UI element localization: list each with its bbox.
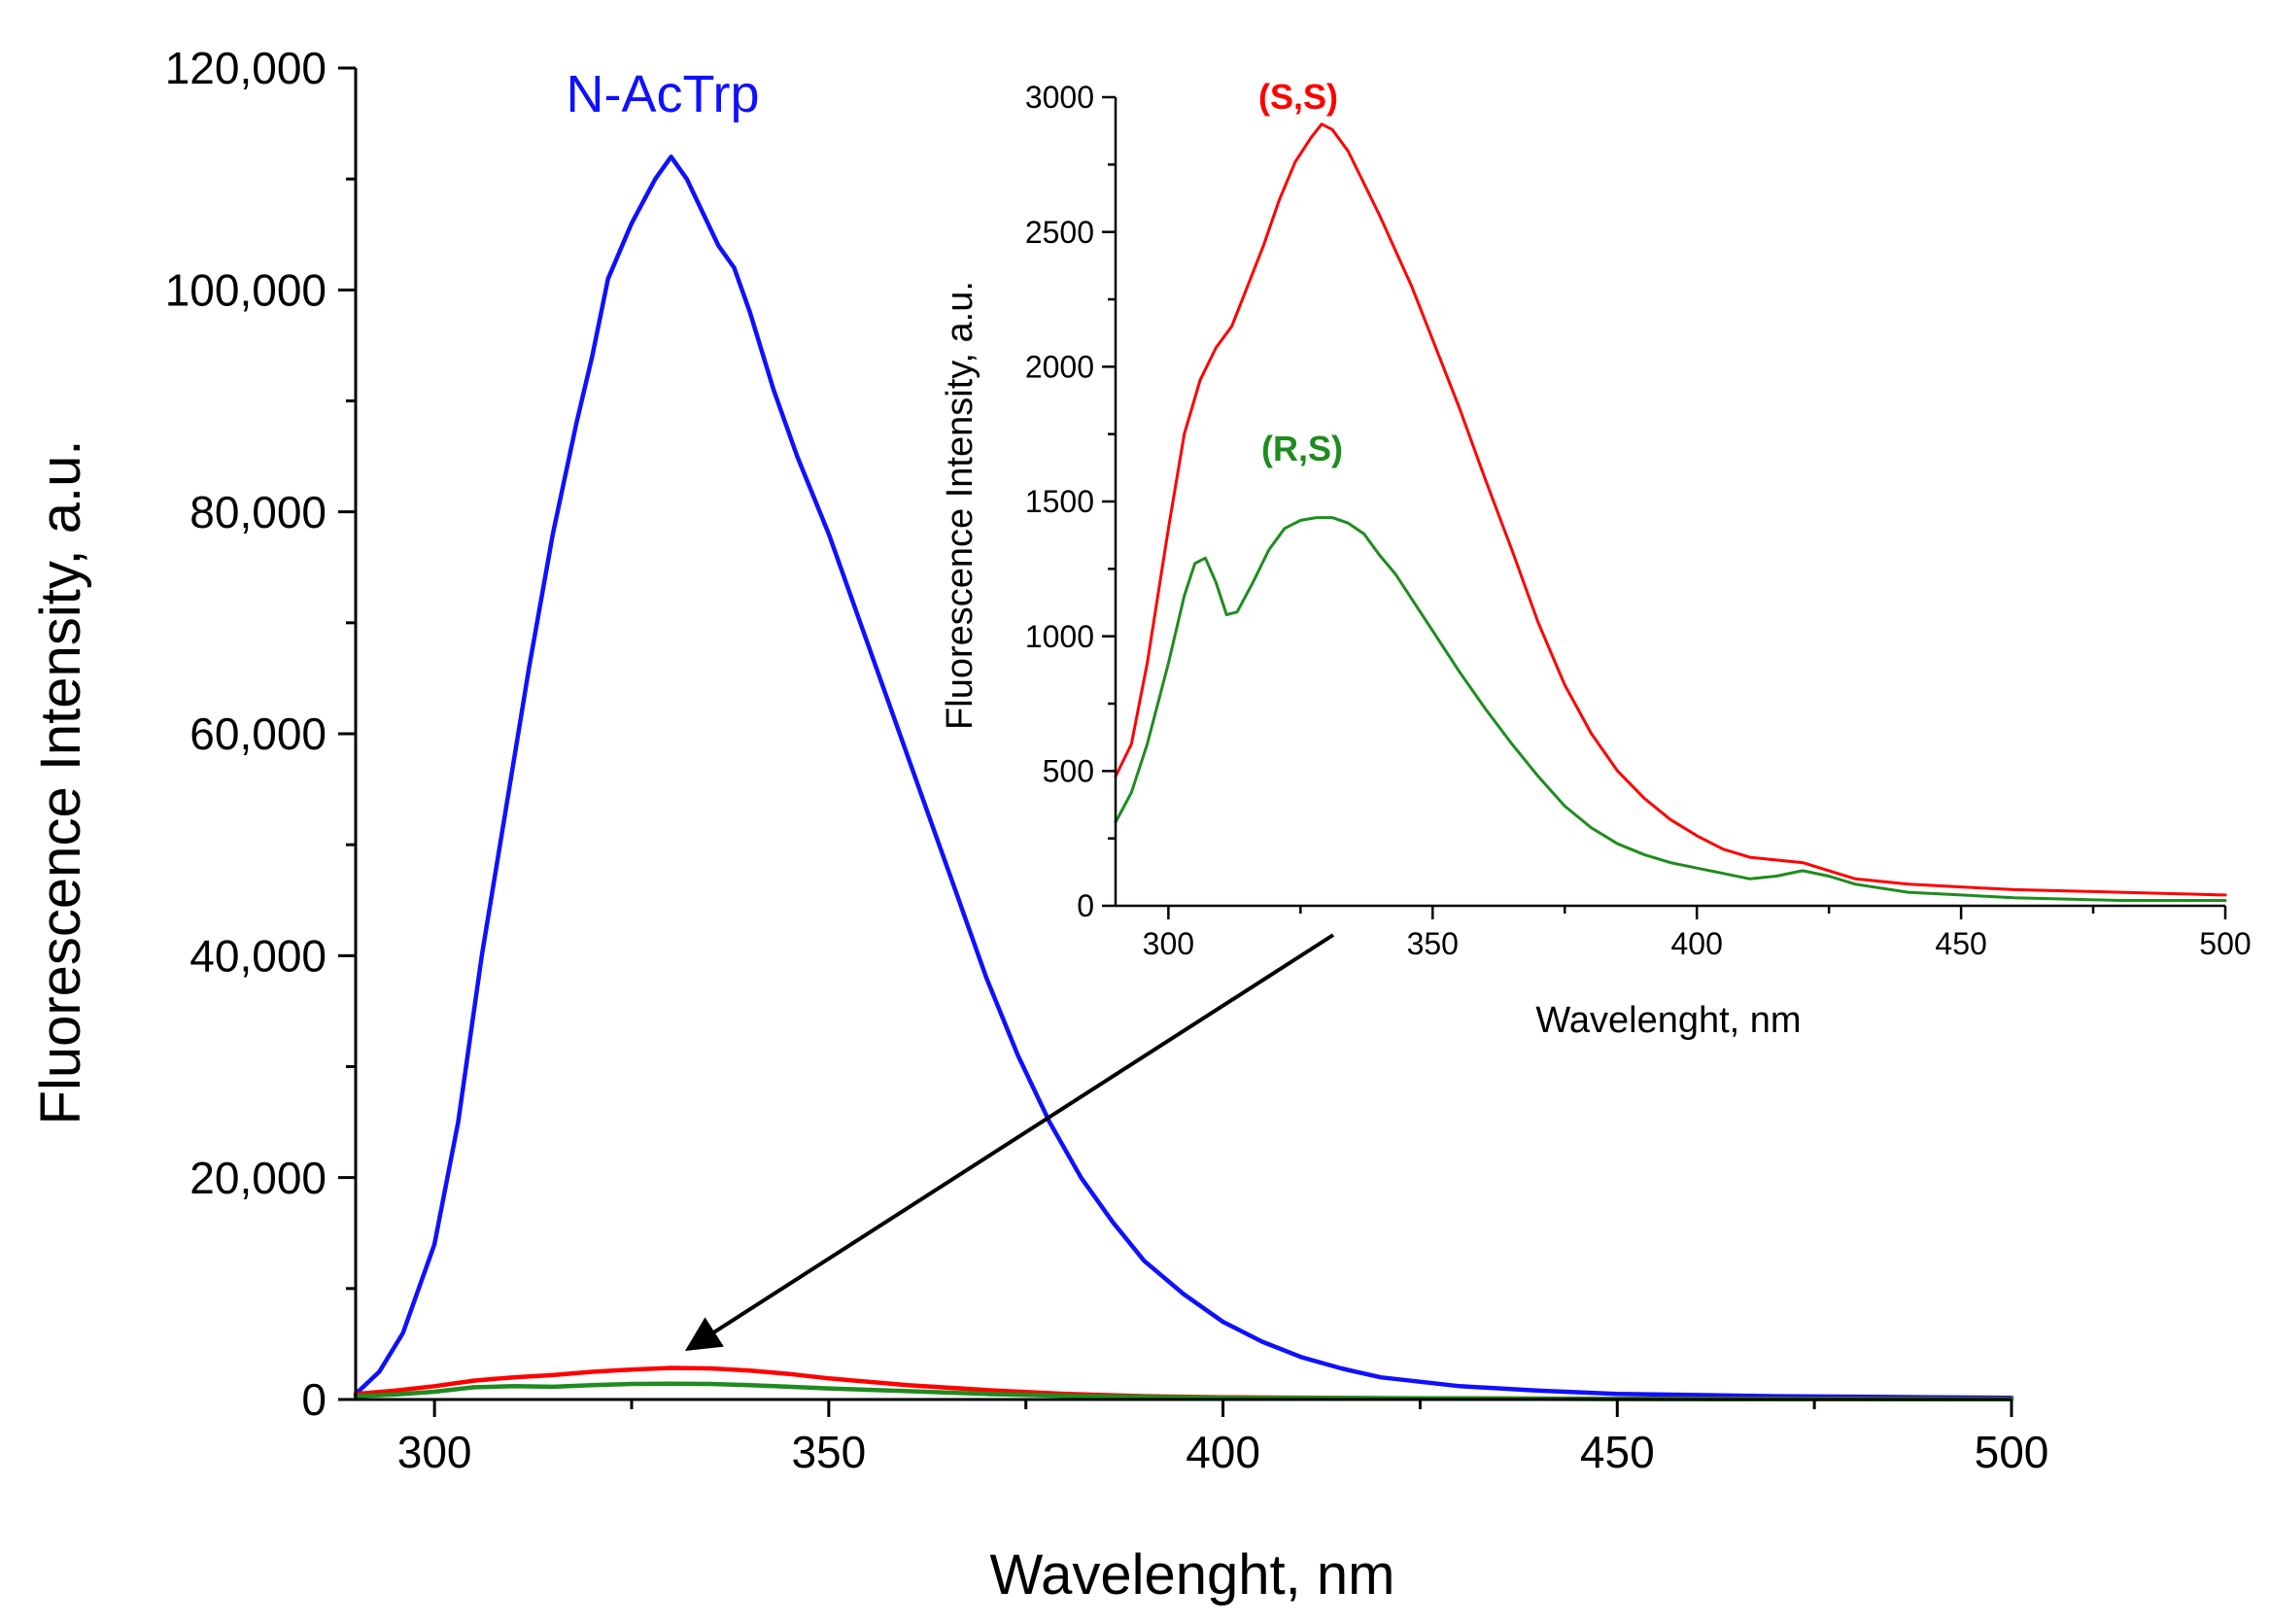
- main-x-tick-label: 300: [397, 1427, 472, 1477]
- main-y-tick-label: 120,000: [165, 43, 327, 93]
- inset-x-tick-label: 350: [1407, 926, 1459, 961]
- inset-series-group: [1114, 122, 2227, 902]
- main-series-line-n-actrp: [353, 155, 2014, 1400]
- inset-y-tick-label: 3000: [1025, 80, 1094, 115]
- main-y-tick-label: 100,000: [165, 264, 327, 315]
- main-y-tick-label: 60,000: [189, 708, 327, 759]
- main-x-tick-label: 400: [1186, 1427, 1260, 1477]
- inset-series-line-s-s: [1114, 122, 2227, 897]
- main-chart: 300 350 400 450 500 0 20,000 40,000 60,000 80,000…: [29, 43, 2048, 1607]
- inset-y-tick-label: 2500: [1025, 215, 1094, 250]
- main-y-axis-title: Fluorescence Intensity, a.u.: [29, 440, 92, 1125]
- main-y-tick-label: 20,000: [189, 1153, 327, 1203]
- zoom-arrow: [684, 933, 1335, 1351]
- main-x-tick-label: 500: [1975, 1427, 2049, 1477]
- main-y-tick-label: 80,000: [189, 487, 327, 537]
- series-label-n-actrp: N-AcTrp: [567, 65, 760, 123]
- inset-x-tick-label: 450: [1935, 926, 1986, 961]
- inset-y-tick-label: 1500: [1025, 484, 1094, 519]
- inset-y-tick-label: 500: [1043, 754, 1094, 789]
- main-y-tick-label: 0: [301, 1374, 327, 1425]
- main-y-tick-label: 40,000: [189, 930, 327, 981]
- inset-x-tick-label: 400: [1670, 926, 1722, 961]
- inset-series-line-r-s: [1114, 516, 2227, 902]
- inset-y-tick-label: 1000: [1025, 619, 1094, 654]
- inset-x-axis-title: Wavelenght, nm: [1535, 1000, 1801, 1041]
- main-x-tick-label: 450: [1580, 1427, 1655, 1477]
- inset-chart: 300 350 400 450 500050010001500200025003000 …: [940, 77, 2252, 1041]
- inset-x-tick-label: 500: [2199, 926, 2251, 961]
- inset-y-tick-label: 2000: [1025, 350, 1094, 385]
- main-series-group: [353, 155, 2014, 1402]
- inset-background: [1116, 97, 2225, 907]
- main-axes: 300 350 400 450 500 0 20,000 40,000 60,000 80,000…: [165, 43, 2049, 1477]
- series-label-r-s: (R,S): [1261, 429, 1343, 468]
- series-label-s-s: (S,S): [1258, 77, 1338, 117]
- main-x-axis-title: Wavelenght, nm: [990, 1543, 1395, 1607]
- inset-x-tick-label: 300: [1143, 926, 1194, 961]
- inset-y-axis-title: Fluorescence Intensity, a.u.: [940, 281, 980, 730]
- inset-y-tick-label: 0: [1077, 888, 1094, 923]
- main-x-tick-label: 350: [791, 1427, 866, 1477]
- main-series-line-r-s: [353, 1381, 2014, 1402]
- inset-axes: 300 350 400 450 500 0 500 1000 1500 2000 2500 3000: [1025, 80, 2252, 961]
